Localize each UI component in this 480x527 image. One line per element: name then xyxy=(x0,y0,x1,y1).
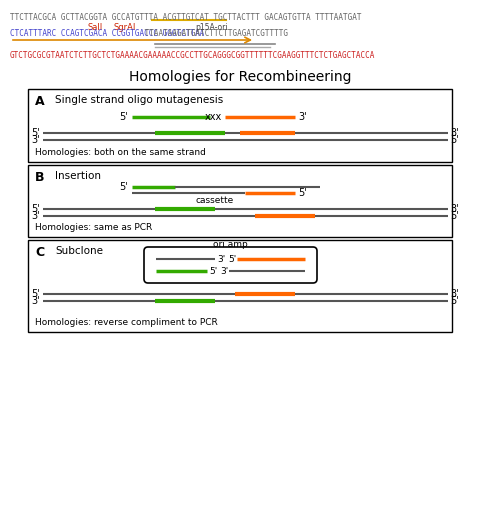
Text: TTAATAAGATGATCTTCTTGAGATCGTTTTG: TTAATAAGATGATCTTCTTGAGATCGTTTTG xyxy=(140,30,288,38)
Text: cassette: cassette xyxy=(196,196,234,205)
Text: 5': 5' xyxy=(450,296,459,306)
Text: 3': 3' xyxy=(31,211,40,221)
Text: 3': 3' xyxy=(220,267,228,276)
Text: GTCTGCGCGTAATCTCTTGCTCTGAAAACGAAAAACCGCCTTGCAGGGCGGTTTTTTCGAAGGTTTCTCTGAGCTACCA: GTCTGCGCGTAATCTCTTGCTCTGAAAACGAAAAACCGCC… xyxy=(10,51,375,60)
Text: SalI: SalI xyxy=(88,23,103,32)
Text: ori amp: ori amp xyxy=(213,240,248,249)
Text: TTCTTACGCA GCTTACGGTA GCCATGTTTA ACGTTGTCAT TGCTTACTTT GACAGTGTTA TTTTAATGAT: TTCTTACGCA GCTTACGGTA GCCATGTTTA ACGTTGT… xyxy=(10,13,361,22)
Text: 3': 3' xyxy=(450,289,458,299)
Text: xxx: xxx xyxy=(204,112,222,122)
Text: CTCATTTARC CCAGTCGACA CCGGTGACCC GGGTCTTAA: CTCATTTARC CCAGTCGACA CCGGTGACCC GGGTCTT… xyxy=(10,30,204,38)
Text: Homologies: both on the same strand: Homologies: both on the same strand xyxy=(35,148,206,157)
FancyBboxPatch shape xyxy=(28,165,452,237)
Text: 5': 5' xyxy=(298,188,307,198)
Text: Single strand oligo mutagenesis: Single strand oligo mutagenesis xyxy=(55,95,223,105)
Text: 3': 3' xyxy=(31,135,40,145)
Text: 5': 5' xyxy=(31,128,40,138)
Text: 5': 5' xyxy=(228,255,236,264)
Text: Subclone: Subclone xyxy=(55,246,103,256)
Text: 3': 3' xyxy=(298,112,307,122)
Text: 3': 3' xyxy=(450,128,458,138)
Text: 3': 3' xyxy=(217,255,225,264)
Text: Homologies: reverse compliment to PCR: Homologies: reverse compliment to PCR xyxy=(35,318,218,327)
FancyBboxPatch shape xyxy=(28,240,452,332)
Text: 5': 5' xyxy=(31,289,40,299)
Text: B: B xyxy=(35,171,45,184)
Text: A: A xyxy=(35,95,45,108)
Text: Homologies: same as PCR: Homologies: same as PCR xyxy=(35,223,152,232)
FancyBboxPatch shape xyxy=(28,89,452,162)
Text: 3': 3' xyxy=(31,296,40,306)
FancyBboxPatch shape xyxy=(144,247,317,283)
Text: C: C xyxy=(35,246,44,259)
Text: 3': 3' xyxy=(450,204,458,214)
Text: 5': 5' xyxy=(119,112,128,122)
Text: SgrAI: SgrAI xyxy=(113,23,135,32)
Text: 5': 5' xyxy=(450,211,459,221)
Text: p15A-ori: p15A-ori xyxy=(195,23,228,32)
Text: 5': 5' xyxy=(450,135,459,145)
Text: Homologies for Recombineering: Homologies for Recombineering xyxy=(129,70,351,84)
Text: 5': 5' xyxy=(119,182,128,192)
Text: 5': 5' xyxy=(209,267,217,276)
Text: Insertion: Insertion xyxy=(55,171,101,181)
Text: 5': 5' xyxy=(31,204,40,214)
